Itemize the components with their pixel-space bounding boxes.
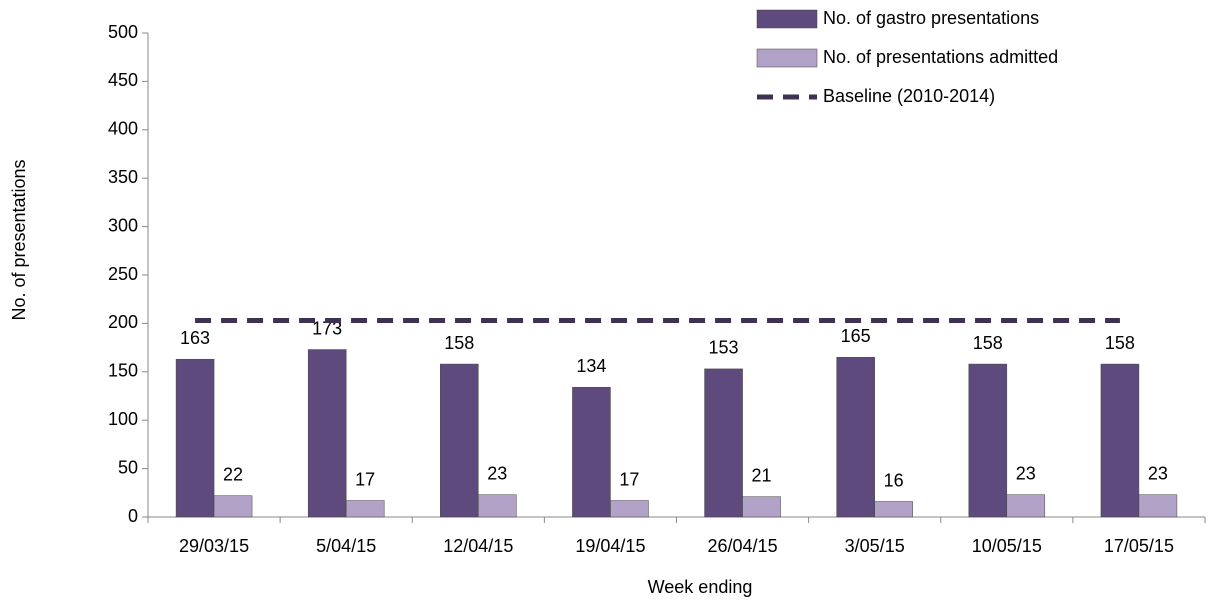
bar [572,387,611,518]
data-label: 23 [1016,463,1036,483]
legend-swatch [756,9,818,29]
legend-label: Baseline (2010-2014) [823,86,995,106]
data-label: 158 [444,333,474,353]
bar [968,363,1008,518]
legend-swatch [756,48,818,68]
data-label: 23 [1148,463,1168,483]
bar [440,363,479,518]
bar [742,496,781,518]
y-tick-label: 50 [118,457,138,477]
data-label: 17 [619,469,639,489]
x-tick-label: 3/05/15 [845,536,905,556]
data-label: 158 [973,333,1003,353]
data-label: 23 [487,463,507,483]
y-axis-title: No. of presentations [9,159,29,320]
bar [307,349,347,518]
bar [1006,494,1046,518]
data-label: 158 [1105,333,1135,353]
data-label: 173 [312,318,342,338]
x-tick-label: 12/04/15 [443,536,513,556]
bar [345,500,385,518]
y-tick-label: 500 [108,22,138,42]
x-tick-label: 19/04/15 [575,536,645,556]
x-tick-label: 10/05/15 [972,536,1042,556]
y-tick-label: 350 [108,167,138,187]
data-label: 153 [709,338,739,358]
bar [610,500,649,518]
y-tick-label: 0 [128,506,138,526]
bar [213,495,253,518]
data-label: 165 [841,326,871,346]
data-label: 16 [884,470,904,490]
data-label: 22 [223,464,243,484]
x-tick-label: 5/04/15 [316,536,376,556]
bar [1138,494,1178,518]
data-label: 163 [180,328,210,348]
legend-label: No. of presentations admitted [823,47,1058,67]
bar [704,368,743,518]
x-axis-title: Week ending [648,577,753,597]
data-label: 17 [355,469,375,489]
y-tick-label: 100 [108,409,138,429]
y-tick-label: 250 [108,264,138,284]
bar [478,494,517,518]
bar [874,501,913,518]
y-tick-label: 450 [108,70,138,90]
x-tick-label: 29/03/15 [179,536,249,556]
legend-label: No. of gastro presentations [823,8,1039,28]
y-tick-label: 200 [108,312,138,332]
data-label: 21 [752,465,772,485]
data-label: 134 [576,356,606,376]
y-tick-label: 400 [108,119,138,139]
y-tick-label: 150 [108,361,138,381]
bar [1100,363,1140,518]
x-tick-label: 17/05/15 [1104,536,1174,556]
x-tick-label: 26/04/15 [708,536,778,556]
y-tick-label: 300 [108,215,138,235]
bar [836,357,875,518]
bar [175,358,215,518]
